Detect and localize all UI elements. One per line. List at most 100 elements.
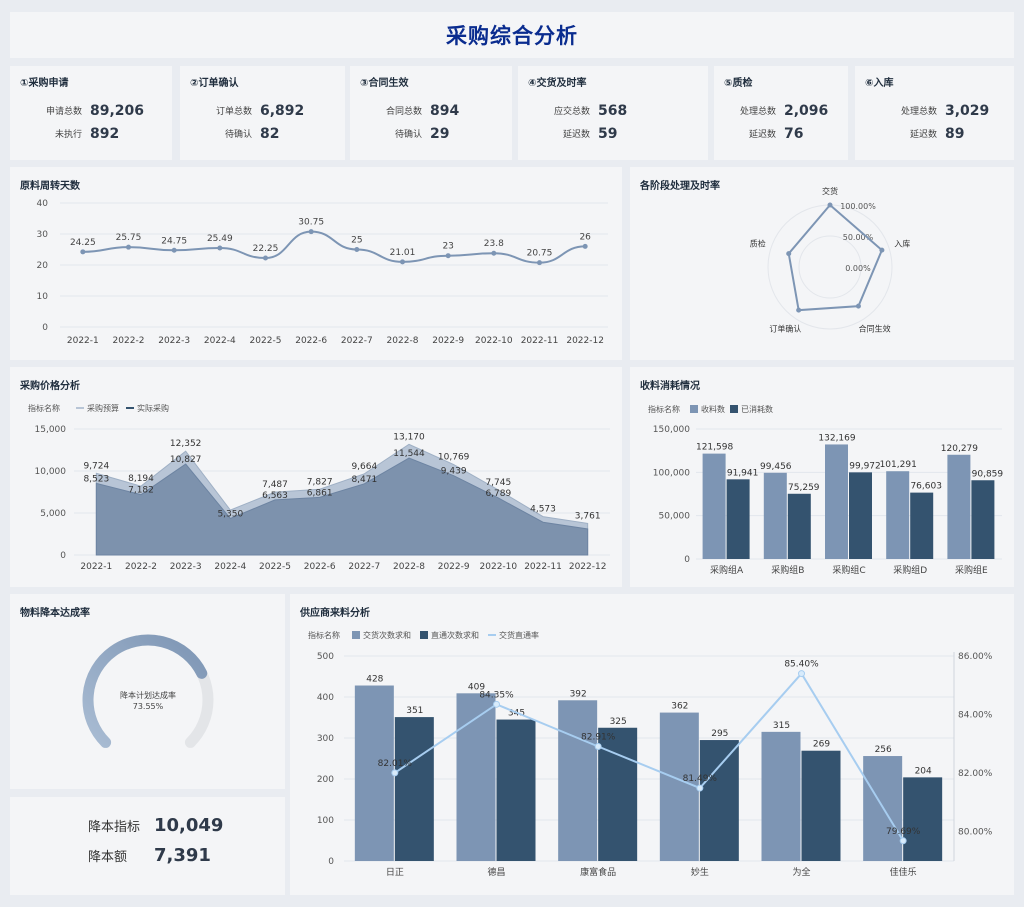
- data-point: [445, 253, 451, 259]
- kpi-card-contract[interactable]: ③合同生效 合同总数 894 待确认 29: [350, 66, 512, 160]
- kpi-card-storage[interactable]: ⑥入库 处理总数 3,029 延迟数 89: [855, 66, 1014, 160]
- bar: [903, 777, 943, 861]
- data-label: 9,664: [351, 462, 377, 472]
- legend-label: 实际采购: [137, 403, 169, 413]
- data-label: 9,724: [83, 461, 109, 471]
- y2-tick-label: 84.00%: [958, 711, 993, 721]
- x-tick-label: 2022-11: [524, 562, 562, 572]
- data-label: 91,941: [727, 468, 759, 478]
- ring-label: 50.00%: [843, 233, 874, 242]
- x-tick-label: 2022-2: [113, 336, 145, 346]
- gauge-fill: [82, 634, 208, 748]
- rate-point: [899, 837, 907, 845]
- series-line: [82, 230, 586, 264]
- y-tick-label: 10: [37, 292, 49, 302]
- data-point: [80, 249, 86, 255]
- ring-label: 100.00%: [840, 202, 876, 211]
- data-label: 8,471: [351, 475, 377, 485]
- legend-swatch: [352, 631, 360, 639]
- x-tick-label: 采购组A: [710, 564, 744, 576]
- data-point: [308, 229, 314, 235]
- data-label: 99,456: [760, 462, 792, 472]
- x-tick-label: 2022-6: [295, 336, 327, 346]
- y-tick-label: 0: [42, 323, 48, 333]
- price-panel: 采购价格分析 指标名称 采购预算 实际采购 0 5,000 10,000 15,000 9,7…: [10, 367, 622, 587]
- rate-label: 82.91%: [581, 732, 616, 742]
- kpi-value: 6,892: [260, 102, 305, 119]
- y-tick-label: 100: [317, 816, 334, 826]
- bar: [971, 480, 995, 559]
- x-tick-label: 2022-5: [259, 562, 291, 572]
- x-tick-label: 2022-3: [158, 336, 190, 346]
- supplier-chart: 指标名称 交货次数求和 直通次数求和 交货直通率 0 100 200 300 400 500 80.…: [308, 630, 993, 878]
- kpi-card-order[interactable]: ②订单确认 订单总数 6,892 待确认 82: [180, 66, 345, 160]
- kpi-card-qc[interactable]: ⑤质检 处理总数 2,096 延迟数 76: [714, 66, 848, 160]
- radar-series: [787, 203, 884, 312]
- kpi-label: 处理总数: [900, 107, 937, 117]
- ring-label: 0.00%: [845, 264, 871, 273]
- data-label: 325: [610, 717, 627, 727]
- y-tick-label: 10,000: [35, 467, 67, 477]
- y-tick-label: 5,000: [40, 509, 66, 519]
- legend-label: 采购预算: [87, 403, 119, 413]
- bar: [699, 740, 739, 861]
- kpi-label: 延迟数: [748, 130, 776, 140]
- data-label: 12,352: [170, 439, 202, 449]
- data-label: 315: [773, 721, 790, 731]
- bar: [947, 454, 971, 559]
- data-label: 13,170: [393, 432, 425, 442]
- y-tick-label: 150,000: [653, 425, 690, 435]
- legend-label: 收料数: [701, 404, 725, 414]
- legend-label: 交货直通率: [499, 630, 539, 640]
- bar: [849, 472, 872, 559]
- data-label: 8,523: [83, 474, 109, 484]
- kpi-value: 894: [430, 102, 460, 119]
- data-label: 101,291: [880, 460, 917, 470]
- panel-title: 各阶段处理及时率: [640, 181, 720, 192]
- bar: [659, 712, 699, 861]
- data-label: 351: [406, 706, 423, 716]
- data-label: 7,182: [128, 486, 154, 496]
- x-tick-label: 2022-9: [432, 336, 464, 346]
- data-point: [171, 247, 177, 253]
- panel-title: 物料降本达成率: [20, 608, 90, 619]
- x-tick-label: 2022-8: [387, 336, 419, 346]
- kpi-label: 待确认: [394, 130, 422, 140]
- consumption-panel: 收料消耗情况 指标名称 收料数 已消耗数 0 50,000 100,000 150,000 1…: [630, 367, 1014, 587]
- radar-point: [879, 247, 885, 253]
- data-label: 6,861: [307, 488, 333, 498]
- kpi-title: ①采购申请: [20, 78, 69, 89]
- rate-point: [594, 742, 602, 750]
- data-label: 20.75: [527, 249, 553, 259]
- radar-axis-label: 交货: [822, 186, 838, 196]
- data-label: 25.49: [207, 234, 233, 244]
- data-label: 295: [711, 729, 728, 739]
- kpi-card-apply[interactable]: ①采购申请 申请总数 89,206 未执行 892: [10, 66, 172, 160]
- kpi-value: 59: [598, 125, 618, 142]
- price-chart: 指标名称 采购预算 实际采购 0 5,000 10,000 15,000 9,724 8,194…: [28, 403, 610, 572]
- data-label: 132,169: [818, 433, 855, 443]
- radar-axis-label: 入库: [894, 239, 910, 249]
- y-tick-label: 40: [37, 199, 49, 209]
- data-label: 4,573: [530, 505, 556, 515]
- data-label: 256: [875, 745, 892, 755]
- y-tick-label: 0: [60, 551, 66, 561]
- bar: [394, 717, 434, 861]
- bar: [456, 693, 496, 861]
- y-tick-label: 400: [317, 693, 334, 703]
- data-label: 24.25: [70, 238, 96, 248]
- kpi-value: 89,206: [90, 102, 145, 119]
- legend-label: 已消耗数: [741, 404, 773, 414]
- kpi-label: 延迟数: [562, 130, 590, 140]
- bar: [496, 719, 536, 861]
- data-label: 76,603: [910, 482, 942, 492]
- radar-axis-label: 合同生效: [859, 323, 891, 333]
- legend-title: 指标名称: [308, 630, 340, 640]
- kpi-card-delivery[interactable]: ④交货及时率 应交总数 568 延迟数 59: [518, 66, 708, 160]
- kpi-value: 2,096: [784, 102, 829, 119]
- data-label: 204: [915, 766, 932, 776]
- data-label: 9,439: [441, 467, 467, 477]
- y-tick-label: 15,000: [35, 425, 67, 435]
- gauge-value: 73.55%: [133, 702, 164, 711]
- kpi-label: 合同总数: [385, 107, 422, 117]
